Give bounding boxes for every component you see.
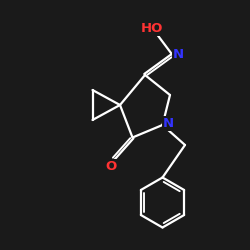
Text: HO: HO xyxy=(141,22,163,35)
Text: N: N xyxy=(173,48,184,62)
Text: O: O xyxy=(106,160,117,173)
Text: N: N xyxy=(163,117,174,130)
